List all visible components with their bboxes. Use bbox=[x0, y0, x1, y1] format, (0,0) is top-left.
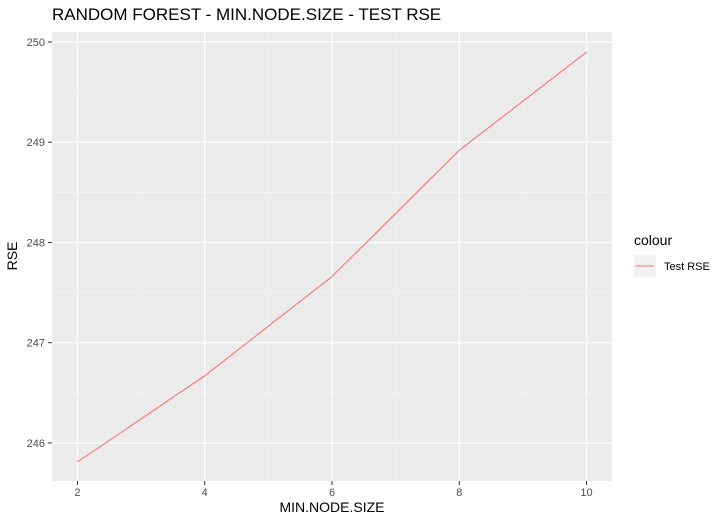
x-tick-label: 6 bbox=[329, 487, 335, 499]
y-tick-label: 250 bbox=[27, 37, 45, 49]
x-tick-label: 4 bbox=[202, 487, 208, 499]
x-tick-label: 2 bbox=[74, 487, 80, 499]
y-tick-label: 248 bbox=[27, 237, 45, 249]
series-line-test-rse bbox=[77, 51, 587, 463]
y-tick-label: 246 bbox=[27, 438, 45, 450]
y-axis: 246 247 248 249 250 bbox=[27, 37, 52, 450]
y-axis-title: RSE bbox=[4, 242, 20, 271]
legend-title: colour bbox=[634, 232, 672, 248]
x-axis-title: MIN.NODE.SIZE bbox=[279, 499, 384, 515]
series-layer bbox=[77, 51, 587, 463]
x-tick-label: 8 bbox=[456, 487, 462, 499]
grid-major bbox=[52, 32, 612, 481]
x-axis: 2 4 6 8 10 bbox=[74, 481, 593, 499]
y-tick-label: 249 bbox=[27, 137, 45, 149]
chart-title: RANDOM FOREST - MIN.NODE.SIZE - TEST RSE bbox=[52, 5, 441, 24]
legend-label-test-rse: Test RSE bbox=[664, 261, 710, 273]
x-tick-label: 10 bbox=[580, 487, 592, 499]
y-tick-label: 247 bbox=[27, 338, 45, 350]
legend: colour Test RSE bbox=[634, 232, 710, 277]
